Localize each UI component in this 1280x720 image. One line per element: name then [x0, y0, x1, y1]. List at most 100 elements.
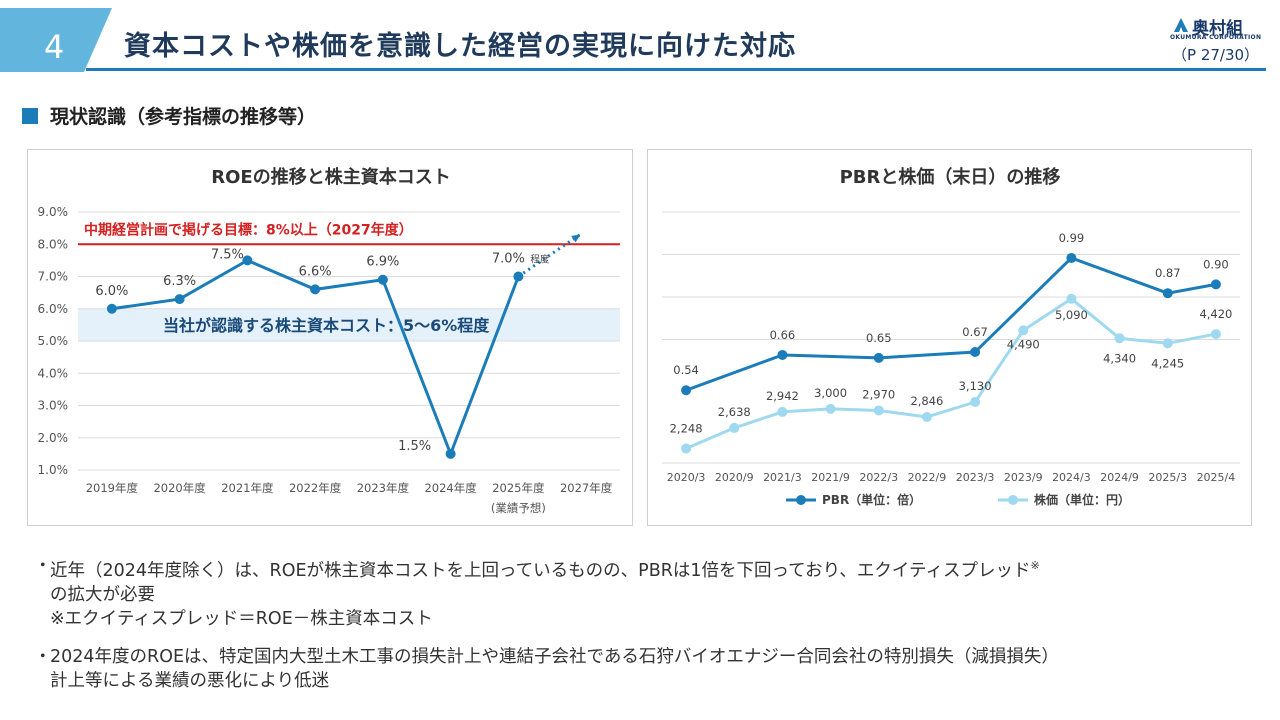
pbr-data-label: 0.65 — [866, 331, 892, 345]
roe-data-label: 7.0% — [492, 252, 525, 267]
y-tick-label: 1.0% — [38, 463, 69, 477]
price-point — [921, 411, 932, 422]
x-tick-label: 2024/3 — [1052, 471, 1091, 484]
bullet-dot: ・ — [34, 646, 52, 667]
pbr-chart: PBRと株価（末日）の推移 2020/3 2020/9 2021/3 2021/9 202… — [662, 166, 1240, 507]
logo-wordmark: 奥村組 — [1192, 19, 1243, 39]
note-1-footnote-mark: ※ — [1030, 559, 1040, 572]
x-tick-label: 2024年度 — [424, 481, 477, 495]
note-1-line-2: の拡大が必要 — [50, 584, 155, 605]
y-tick-label: 5.0% — [38, 334, 69, 348]
legend-label: 株価（単位：円） — [1034, 492, 1130, 507]
x-tick-label: 2021/9 — [811, 471, 850, 484]
target-label: 中期経営計画で掲げる目標：8%以上（2027年度） — [84, 221, 413, 238]
title-underline — [86, 68, 1266, 71]
x-tick-label: 2025/4 — [1197, 471, 1236, 484]
price-data-label: 4,420 — [1199, 307, 1232, 321]
x-tick-label: 2027年度 — [560, 481, 613, 495]
section-heading: 現状認識（参考指標の推移等） — [50, 106, 317, 128]
price-data-label: 2,248 — [670, 421, 703, 435]
company-logo: 奥村組 OKUMURA CORPORATION — [1170, 14, 1262, 42]
x-tick-label: 2022/9 — [908, 471, 947, 484]
roe-point — [513, 271, 524, 282]
pbr-line — [685, 256, 1217, 392]
section-number-tab: 4 — [0, 8, 112, 72]
roe-data-label: 6.6% — [299, 264, 332, 279]
roe-chart-panel: ROEの推移と株主資本コスト 1.0% 2.0% 3.0% 4.0% 5.0% 6.0% 7.… — [27, 149, 633, 526]
price-data-label: 3,000 — [814, 386, 847, 400]
chart-title: PBRと株価（末日）の推移 — [840, 166, 1061, 188]
roe-chart: ROEの推移と株主資本コスト 1.0% 2.0% 3.0% 4.0% 5.0% 6.0% 7.… — [38, 166, 620, 515]
y-tick-label: 7.0% — [38, 270, 69, 284]
logo-mark-icon — [1174, 18, 1188, 32]
pbr-data-label: 0.99 — [1059, 231, 1085, 245]
y-tick-label: 4.0% — [38, 366, 69, 380]
roe-data-label: 1.5% — [398, 439, 431, 454]
price-point — [970, 397, 981, 408]
x-tick-label: 2025/3 — [1148, 471, 1187, 484]
y-tick-label: 3.0% — [38, 399, 69, 413]
price-data-label: 4,490 — [1007, 337, 1040, 351]
price-point — [873, 405, 884, 416]
x-tick-label: 2022/3 — [859, 471, 898, 484]
x-tick-label: 2020/3 — [667, 471, 706, 484]
price-line — [685, 296, 1217, 450]
section-marker — [22, 108, 38, 124]
price-point — [1066, 293, 1077, 304]
roe-data-label: 6.9% — [366, 255, 399, 270]
y-tick-label: 6.0% — [38, 302, 69, 316]
roe-data-label: 6.3% — [163, 274, 196, 289]
price-point — [1018, 325, 1029, 336]
slide-header: 4 資本コストや株価を意識した経営の実現に向けた対応 奥村組 OKUMURA C… — [0, 0, 1280, 76]
x-tick-label: 2019年度 — [86, 481, 139, 495]
price-data-label: 4,340 — [1103, 351, 1136, 365]
pbr-point — [1066, 252, 1077, 263]
x-tick-label: 2020年度 — [153, 481, 206, 495]
note-2: ・ 2024年度のROEは、特定国内大型土木工事の損失計上や連結子会社である石狩… — [34, 645, 1264, 693]
pbr-point — [681, 385, 692, 396]
x-tick-label: 2021/3 — [763, 471, 802, 484]
projection-arrow-line — [517, 233, 581, 278]
x-tick-label: 2023年度 — [357, 481, 410, 495]
pbr-data-label: 0.66 — [770, 328, 796, 342]
notes: ・ 近年（2024年度除く）は、ROEが株主資本コストを上回っているものの、PB… — [34, 554, 1264, 693]
x-tick-label: 2020/9 — [715, 471, 754, 484]
roe-point — [106, 303, 117, 314]
note-1: ・ 近年（2024年度除く）は、ROEが株主資本コストを上回っているものの、PB… — [34, 554, 1264, 631]
price-data-label: 3,130 — [959, 379, 992, 393]
cost-band-label: 当社が認識する株主資本コスト：5〜6%程度 — [163, 316, 490, 335]
pbr-point — [1162, 288, 1173, 299]
y-tick-label: 8.0% — [38, 237, 69, 251]
roe-point — [310, 284, 321, 295]
x-tick-label: 2023/9 — [1004, 471, 1043, 484]
roe-point — [174, 294, 185, 305]
chart-title: ROEの推移と株主資本コスト — [211, 166, 450, 188]
price-point — [825, 403, 836, 414]
roe-point — [377, 274, 388, 285]
note-1-line-1: 近年（2024年度除く）は、ROEが株主資本コストを上回っているものの、PBRは… — [50, 560, 1031, 581]
price-point — [1210, 329, 1221, 340]
note-1-definition: ※エクイティスプレッド＝ROE－株主資本コスト — [50, 608, 433, 629]
page-title: 資本コストや株価を意識した経営の実現に向けた対応 — [124, 31, 796, 62]
x-tick-label: 2021年度 — [221, 481, 274, 495]
pbr-data-label: 0.90 — [1203, 257, 1229, 271]
pbr-data-label: 0.87 — [1155, 266, 1181, 280]
price-data-label: 2,942 — [766, 389, 799, 403]
x-tick-sublabel: (業績予想) — [491, 501, 546, 515]
price-data-label: 4,245 — [1151, 356, 1184, 370]
roe-data-label: 7.5% — [211, 247, 244, 262]
price-point — [681, 443, 692, 454]
pbr-data-label: 0.67 — [962, 325, 988, 339]
logo-subtext: OKUMURA CORPORATION — [1170, 34, 1262, 41]
roe-point — [242, 255, 253, 266]
pbr-point — [873, 352, 884, 363]
price-data-label: 2,638 — [718, 405, 751, 419]
price-data-label: 2,970 — [862, 387, 895, 401]
legend-label: PBR（単位：倍） — [822, 492, 921, 507]
roe-data-label: 6.0% — [95, 284, 128, 299]
bullet-dot: ・ — [34, 556, 52, 576]
price-point — [729, 422, 740, 433]
pbr-point — [970, 347, 981, 358]
legend-swatch-marker — [796, 495, 806, 505]
legend-swatch-marker — [1008, 495, 1018, 505]
